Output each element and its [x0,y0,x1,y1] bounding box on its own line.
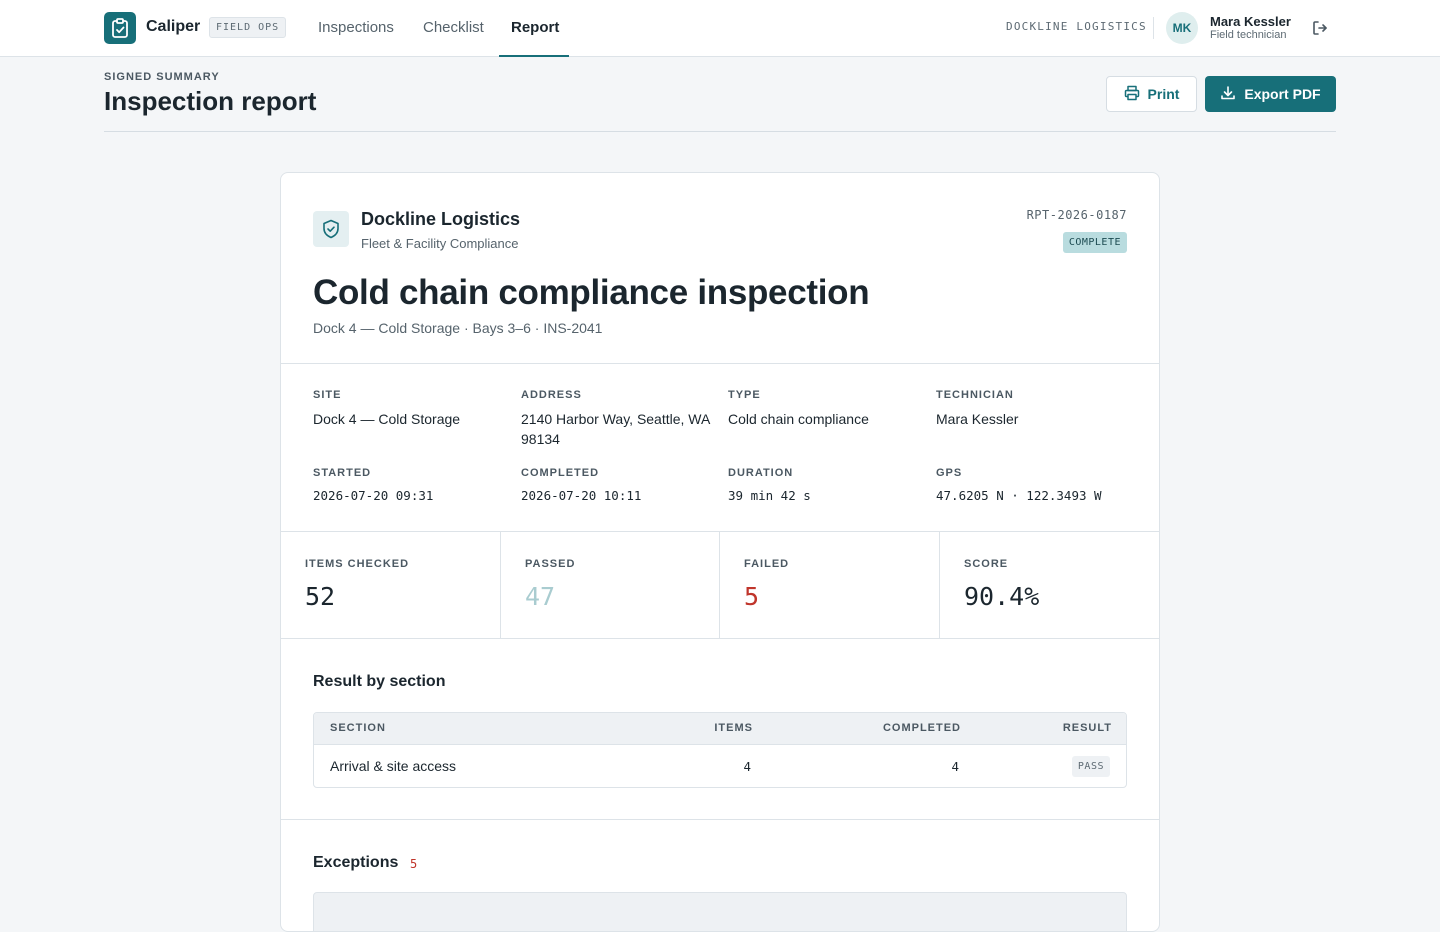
app-tag: FIELD OPS [209,17,287,38]
exceptions-count: 5 [410,857,418,871]
col-section[interactable]: SECTION [330,722,386,734]
stat-score: SCORE 90.4% [940,532,1159,639]
site-value: Dock 4 — Cold Storage [313,411,461,427]
status-badge: COMPLETE [1062,232,1127,253]
nav-inspections[interactable]: Inspections [318,19,394,36]
row-section: Arrival & site access [330,758,457,774]
inspection-title: Cold chain compliance inspection [313,273,870,312]
export-label: Export PDF [1244,86,1321,102]
technician-label: TECHNICIAN [936,389,1014,401]
address-value: 2140 Harbor Way, Seattle, WA 98134 [521,411,710,447]
stat-label: SCORE [964,558,1009,570]
exceptions-heading: Exceptions [313,854,399,871]
divider [719,532,720,639]
address-label: ADDRESS [521,389,582,401]
col-completed[interactable]: COMPLETED [882,722,961,734]
org-label: DOCKLINE LOGISTICS [1006,20,1147,33]
stat-label: ITEMS CHECKED [305,558,410,570]
nav-checklist[interactable]: Checklist [423,19,484,36]
divider [281,531,1159,532]
divider [939,532,940,639]
exceptions-table [313,892,1127,931]
user-name: Mara Kessler [1210,14,1291,29]
stat-items-checked: ITEMS CHECKED 52 [281,532,501,639]
stat-value: 5 [744,582,760,611]
printer-icon [1124,85,1140,104]
started-value: 2026-07-20 09:31 [313,488,434,503]
col-result[interactable]: RESULT [1062,722,1112,734]
user-role: Field technician [1210,29,1287,41]
stat-value: 90.4% [964,582,1040,611]
inspection-subtitle: Dock 4 — Cold Storage · Bays 3–6 · INS-2… [313,320,603,336]
logout-icon[interactable] [1310,18,1330,38]
stat-label: PASSED [525,558,576,570]
print-button[interactable]: Print [1106,76,1197,112]
print-label: Print [1147,86,1180,102]
row-items: 4 [743,759,751,774]
stat-failed: FAILED 5 [720,532,940,639]
type-label: TYPE [728,389,761,401]
app-name[interactable]: Caliper [146,18,201,35]
org-name: Dockline Logistics [361,209,521,229]
gps-value: 47.6205 N · 122.3493 W [936,488,1102,503]
section-heading: Result by section [313,673,446,690]
export-pdf-button[interactable]: Export PDF [1205,76,1336,112]
divider [281,638,1159,639]
header-divider [104,131,1336,132]
avatar[interactable]: MK [1166,12,1198,44]
duration-value: 39 min 42 s [728,488,811,503]
report-card: Dockline Logistics Fleet & Facility Comp… [280,172,1160,932]
started-label: STARTED [313,467,372,479]
type-value: Cold chain compliance [728,411,869,427]
report-id: RPT-2026-0187 [1026,208,1127,222]
section-table: SECTION ITEMS COMPLETED RESULT Arrival &… [313,712,1127,788]
clipboard-check-icon[interactable] [104,12,136,44]
nav-report[interactable]: Report [499,0,569,57]
result-badge: PASS [1071,756,1110,777]
technician-value: Mara Kessler [936,411,1019,427]
row-completed: 4 [951,759,959,774]
top-bar: Caliper FIELD OPS Inspections Checklist … [0,0,1440,57]
col-items[interactable]: ITEMS [714,722,753,734]
page-eyebrow: SIGNED SUMMARY [104,71,220,83]
completed-label: COMPLETED [521,467,600,479]
page-title: Inspection report [104,86,317,116]
stat-value: 47 [525,582,556,611]
site-label: SITE [313,389,342,401]
org-subtitle: Fleet & Facility Compliance [361,236,519,251]
duration-label: DURATION [728,467,794,479]
divider [281,819,1159,820]
gps-label: GPS [936,467,963,479]
stat-label: FAILED [744,558,790,570]
shield-check-icon [313,211,349,247]
divider [281,363,1159,364]
divider [500,532,501,639]
stat-passed: PASSED 47 [501,532,721,639]
divider [1153,17,1154,39]
stat-value: 52 [305,582,336,611]
table-header: SECTION ITEMS COMPLETED RESULT [314,713,1126,745]
completed-value: 2026-07-20 10:11 [521,488,642,503]
download-icon [1220,85,1236,104]
